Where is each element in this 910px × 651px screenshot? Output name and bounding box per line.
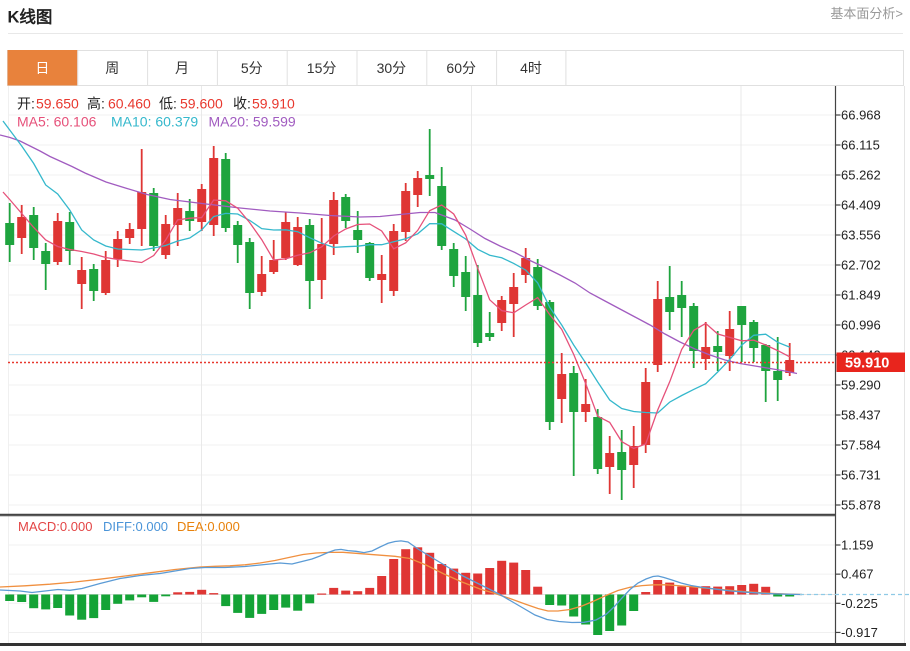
svg-text:65.262: 65.262: [841, 168, 881, 183]
svg-text:K线图: K线图: [8, 7, 53, 27]
svg-text:DIFF:0.000: DIFF:0.000: [103, 519, 168, 534]
svg-text:MA10: 60.379: MA10: 60.379: [111, 114, 198, 130]
svg-text:-0.225: -0.225: [841, 596, 878, 611]
svg-text:收:: 收:: [233, 96, 251, 112]
svg-text:30分: 30分: [377, 60, 407, 76]
svg-text:DEA:0.000: DEA:0.000: [177, 519, 240, 534]
svg-text:MACD:0.000: MACD:0.000: [18, 519, 92, 534]
svg-text:-0.917: -0.917: [841, 625, 878, 640]
svg-text:66.968: 66.968: [841, 108, 881, 123]
svg-text:日: 日: [35, 60, 49, 76]
svg-text:1.159: 1.159: [841, 538, 874, 553]
svg-text:56.731: 56.731: [841, 468, 881, 483]
svg-text:MA5: 60.106: MA5: 60.106: [17, 114, 97, 130]
svg-text:63.556: 63.556: [841, 228, 881, 243]
svg-text:0.467: 0.467: [841, 567, 874, 582]
svg-text:66.115: 66.115: [841, 138, 880, 153]
svg-text:月: 月: [175, 60, 189, 76]
svg-text:61.849: 61.849: [841, 288, 881, 303]
svg-text:4时: 4时: [520, 60, 542, 76]
svg-text:64.409: 64.409: [841, 198, 881, 213]
svg-text:低:: 低:: [159, 96, 177, 112]
svg-text:MA20: 59.599: MA20: 59.599: [209, 114, 296, 130]
svg-text:基本面分析>: 基本面分析>: [830, 6, 903, 21]
svg-text:15分: 15分: [307, 60, 337, 76]
svg-text:5分: 5分: [241, 60, 263, 76]
svg-text:59.910: 59.910: [845, 356, 889, 372]
svg-text:60分: 60分: [446, 60, 476, 76]
svg-text:62.702: 62.702: [841, 258, 881, 273]
svg-text:高:: 高:: [87, 96, 105, 112]
svg-text:59.650: 59.650: [36, 96, 79, 112]
svg-text:60.460: 60.460: [108, 96, 151, 112]
svg-text:59.290: 59.290: [841, 378, 881, 393]
svg-text:57.584: 57.584: [841, 438, 881, 453]
svg-text:55.878: 55.878: [841, 498, 881, 513]
svg-text:周: 周: [105, 60, 119, 76]
svg-text:58.437: 58.437: [841, 408, 881, 423]
svg-text:59.600: 59.600: [180, 96, 223, 112]
svg-text:开:: 开:: [17, 96, 35, 112]
svg-text:59.910: 59.910: [252, 96, 295, 112]
svg-text:60.996: 60.996: [841, 318, 881, 333]
